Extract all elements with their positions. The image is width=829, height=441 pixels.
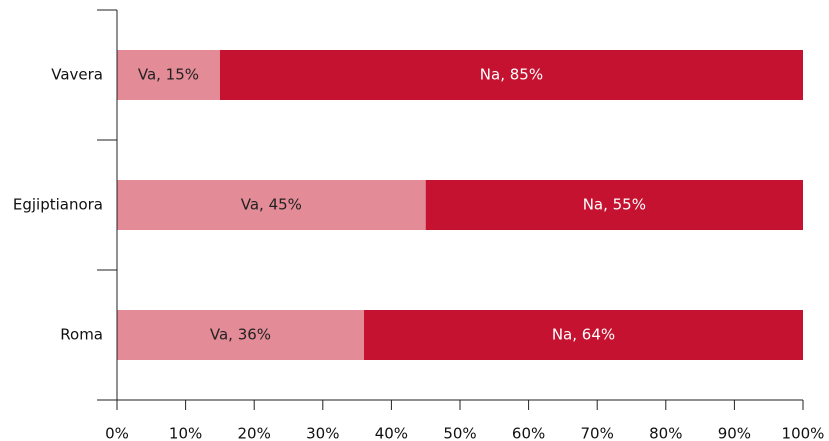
- bar-segment: [117, 50, 220, 100]
- bar-segment: [117, 180, 426, 230]
- x-tick-label: 0%: [105, 425, 129, 441]
- x-tick-label: 90%: [718, 425, 751, 441]
- x-tick-label: 60%: [512, 425, 545, 441]
- bar-segment: [363, 310, 803, 360]
- x-tick-label: 20%: [238, 425, 271, 441]
- x-tick-label: 40%: [375, 425, 408, 441]
- data-label: Na, 64%: [552, 326, 615, 344]
- bar-segment: [425, 180, 803, 230]
- x-tick-label: 100%: [782, 425, 825, 441]
- x-tick-label: 30%: [306, 425, 339, 441]
- x-tick-label: 70%: [581, 425, 614, 441]
- data-label: Va, 36%: [210, 326, 271, 344]
- y-tick-label: Egjiptianora: [13, 196, 103, 214]
- bar-segment: [219, 50, 803, 100]
- data-label: Va, 45%: [241, 196, 302, 214]
- x-tick-label: 80%: [649, 425, 682, 441]
- data-label: Na, 55%: [583, 196, 646, 214]
- bar-segment: [117, 310, 364, 360]
- data-label: Va, 15%: [138, 66, 199, 84]
- x-tick-label: 50%: [443, 425, 476, 441]
- data-label: Na, 85%: [480, 66, 543, 84]
- x-tick-label: 10%: [169, 425, 202, 441]
- y-tick-label: Roma: [60, 326, 103, 344]
- y-tick-label: Vavera: [51, 66, 103, 84]
